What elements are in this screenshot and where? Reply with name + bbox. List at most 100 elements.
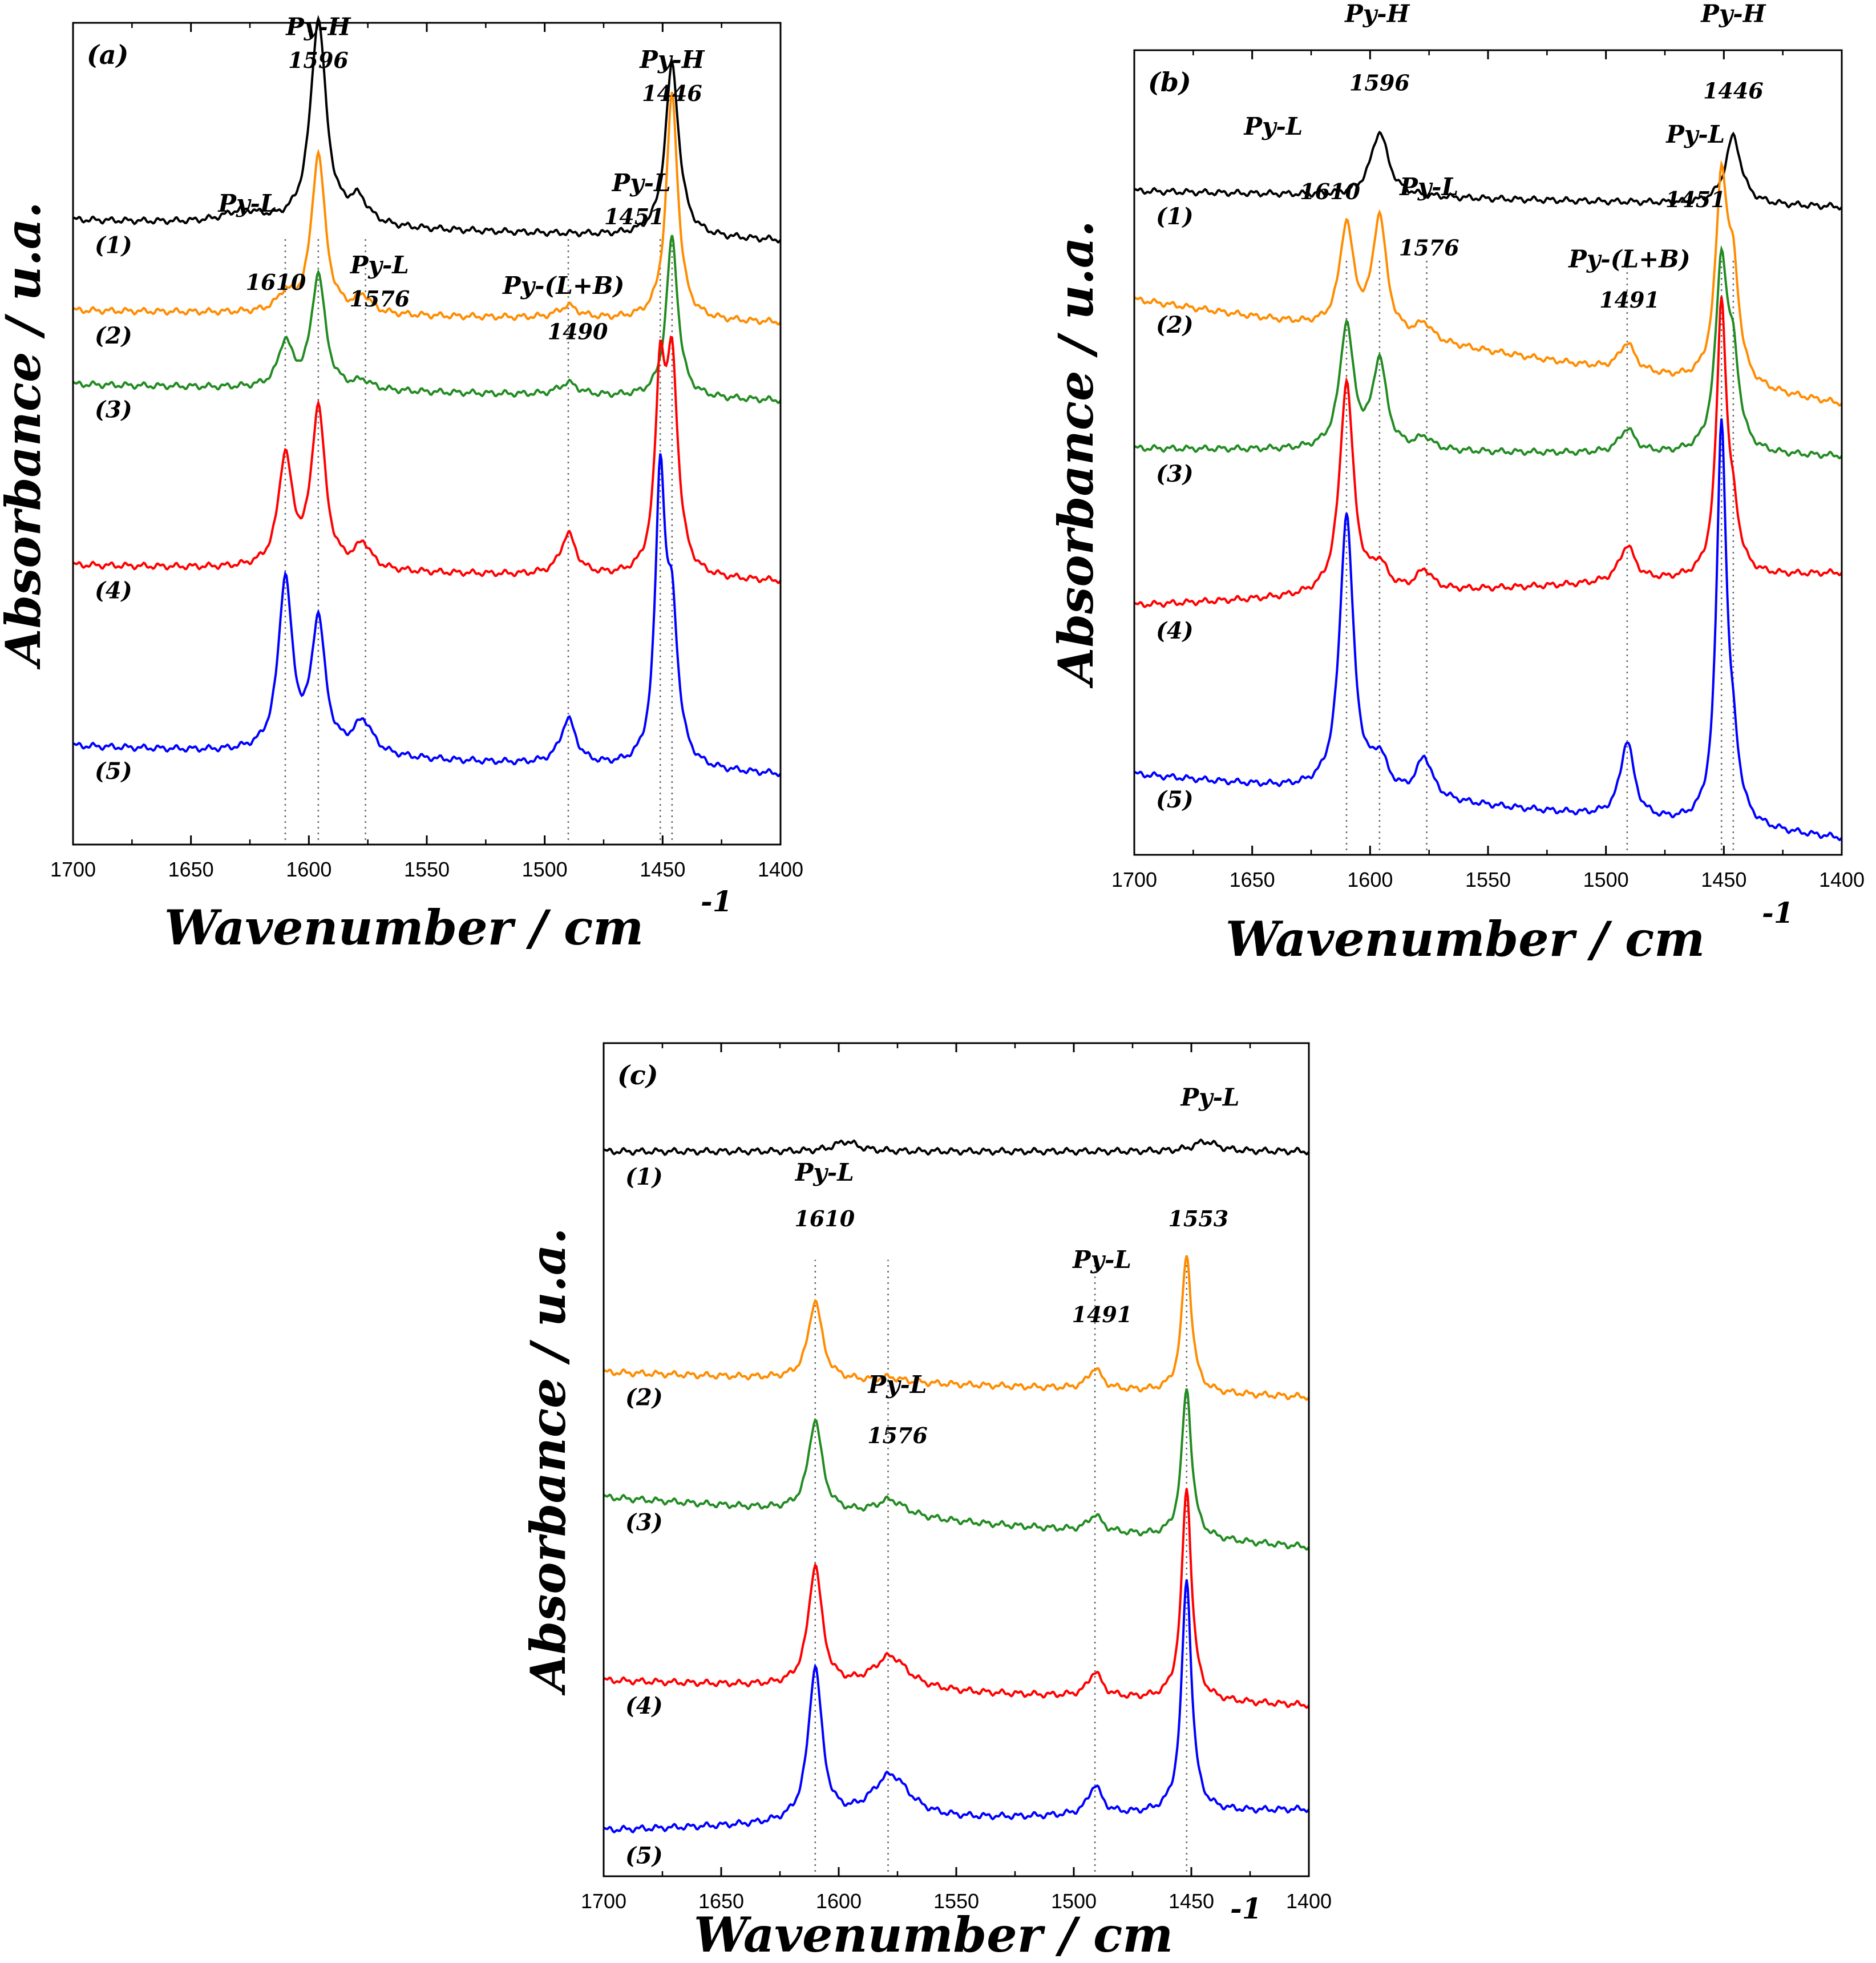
peak-annotation: 1610 — [794, 1206, 855, 1231]
series-label: (4) — [1156, 617, 1194, 644]
peak-annotation: Py-L — [1243, 112, 1303, 140]
peak-annotation: Py-H — [1700, 0, 1766, 28]
peak-annotation: Py-L — [1072, 1246, 1131, 1274]
x-tick-label: 1500 — [1583, 868, 1629, 891]
x-tick-label: 1550 — [933, 1889, 979, 1913]
x-axis-title-superscript: -1 — [1762, 896, 1794, 930]
peak-annotation: Py-(L+B) — [502, 272, 624, 300]
series-line-3 — [603, 1388, 1310, 1551]
peak-annotation: Py-L — [350, 251, 409, 279]
series-line-5 — [72, 453, 782, 778]
peak-annotation: 1610 — [246, 269, 306, 295]
x-tick-label: 1700 — [50, 858, 96, 881]
series-label: (1) — [95, 232, 132, 259]
x-tick-label: 1650 — [698, 1889, 744, 1913]
series-line-1 — [1134, 130, 1843, 211]
peak-annotation: 1596 — [1349, 70, 1410, 96]
peak-annotation: Py-H — [1344, 0, 1410, 28]
series-line-1 — [72, 15, 782, 244]
peak-annotation: 1451 — [1665, 187, 1726, 212]
x-tick-label: 1450 — [1701, 868, 1746, 891]
y-axis-title: Absorbance / u.a. — [0, 201, 51, 669]
y-axis-title: Absorbance / u.a. — [1048, 220, 1104, 688]
x-tick-label: 1550 — [404, 858, 450, 881]
peak-annotation: 1451 — [604, 204, 665, 229]
peak-annotation: 1491 — [1072, 1302, 1133, 1327]
peak-annotation: Py-L — [217, 189, 277, 217]
x-tick-label: 1400 — [758, 858, 803, 881]
series-line-1 — [603, 1138, 1310, 1156]
series-label: (3) — [1156, 461, 1194, 487]
series-line-5 — [603, 1579, 1310, 1833]
peak-annotation: 1446 — [1703, 78, 1764, 104]
x-axis-title: Wavenumber / cm — [694, 1907, 1173, 1963]
panel-label: (c) — [617, 1060, 658, 1090]
peak-annotation: Py-L — [1180, 1084, 1239, 1112]
series-line-4 — [603, 1488, 1310, 1709]
x-tick-label: 1600 — [816, 1889, 862, 1913]
peak-annotation: 1490 — [548, 318, 608, 344]
series-line-2 — [72, 91, 782, 326]
panel-b: (1) (2) (3) (4) (5) 1700 1650 1600 1550 1500 1450 1… — [1048, 0, 1865, 967]
series-line-4 — [72, 335, 782, 584]
panel-a: (1) (2) (3) (4) (5) 1700 1650 1600 1550 1500 1450 1… — [0, 13, 803, 956]
x-tick-label: 1700 — [1111, 868, 1157, 891]
peak-annotation: 1491 — [1599, 287, 1660, 313]
peak-annotation: Py-(L+B) — [1568, 245, 1690, 273]
peak-annotation: Py-L — [612, 169, 671, 197]
peak-annotation: 1446 — [642, 80, 702, 106]
x-tick-label: 1500 — [522, 858, 568, 881]
peak-annotation: Py-H — [639, 46, 705, 74]
series-line-2 — [603, 1255, 1310, 1401]
series-label: (5) — [625, 1843, 663, 1869]
x-tick-label: 1600 — [1347, 868, 1393, 891]
panel-c: (1) (2) (3) (4) (5) 1700 1650 1600 1550 1500 1450 1… — [520, 1042, 1332, 1963]
series-label: (3) — [95, 397, 132, 423]
peak-annotation: Py-L — [1665, 120, 1725, 148]
x-tick-label: 1600 — [286, 858, 331, 881]
series-label: (2) — [625, 1384, 663, 1411]
series-label: (5) — [95, 758, 132, 785]
series-line-4 — [1134, 296, 1843, 608]
series-label: (4) — [95, 577, 132, 604]
plot-frame — [72, 22, 782, 846]
series-line-5 — [1134, 418, 1843, 842]
peak-annotation: 1596 — [288, 47, 349, 73]
y-axis-title: Absorbance / u.a. — [520, 1227, 576, 1695]
panel-label: (b) — [1148, 67, 1191, 98]
x-tick-label: 1400 — [1286, 1889, 1332, 1913]
x-axis-title-superscript: -1 — [1230, 1892, 1262, 1925]
x-tick-label: 1400 — [1819, 868, 1865, 891]
series-label: (5) — [1156, 786, 1194, 813]
series-label: (4) — [625, 1693, 663, 1719]
series-label: (2) — [95, 322, 132, 349]
series-line-3 — [1134, 245, 1843, 460]
plot-frame — [603, 1042, 1310, 1877]
x-tick-label: 1500 — [1051, 1889, 1097, 1913]
peak-annotation: 1576 — [349, 286, 410, 312]
x-tick-label: 1550 — [1465, 868, 1511, 891]
peak-annotation: Py-H — [285, 13, 351, 41]
series-label: (3) — [625, 1509, 663, 1536]
series-label: (1) — [625, 1164, 663, 1190]
x-tick-label: 1650 — [1230, 868, 1275, 891]
peak-annotation: 1576 — [1399, 235, 1459, 261]
peak-annotation: 1576 — [867, 1423, 928, 1448]
x-axis-title: Wavenumber / cm — [164, 899, 644, 956]
x-axis-title-superscript: -1 — [701, 884, 733, 918]
x-tick-label: 1650 — [168, 858, 214, 881]
series-line-2 — [1134, 160, 1843, 407]
x-tick-label: 1450 — [640, 858, 685, 881]
series-label: (1) — [1156, 203, 1194, 230]
x-tick-label: 1450 — [1169, 1889, 1214, 1913]
series-label: (2) — [1156, 312, 1194, 338]
panel-label: (a) — [87, 39, 128, 70]
peak-annotation: Py-L — [868, 1371, 927, 1399]
x-axis-title: Wavenumber / cm — [1226, 911, 1705, 967]
peak-annotation: Py-L — [1399, 173, 1458, 201]
peak-annotation: 1610 — [1300, 179, 1360, 204]
peak-annotation: 1553 — [1168, 1206, 1228, 1231]
peak-annotation: Py-L — [795, 1158, 854, 1186]
x-tick-label: 1700 — [581, 1889, 626, 1913]
